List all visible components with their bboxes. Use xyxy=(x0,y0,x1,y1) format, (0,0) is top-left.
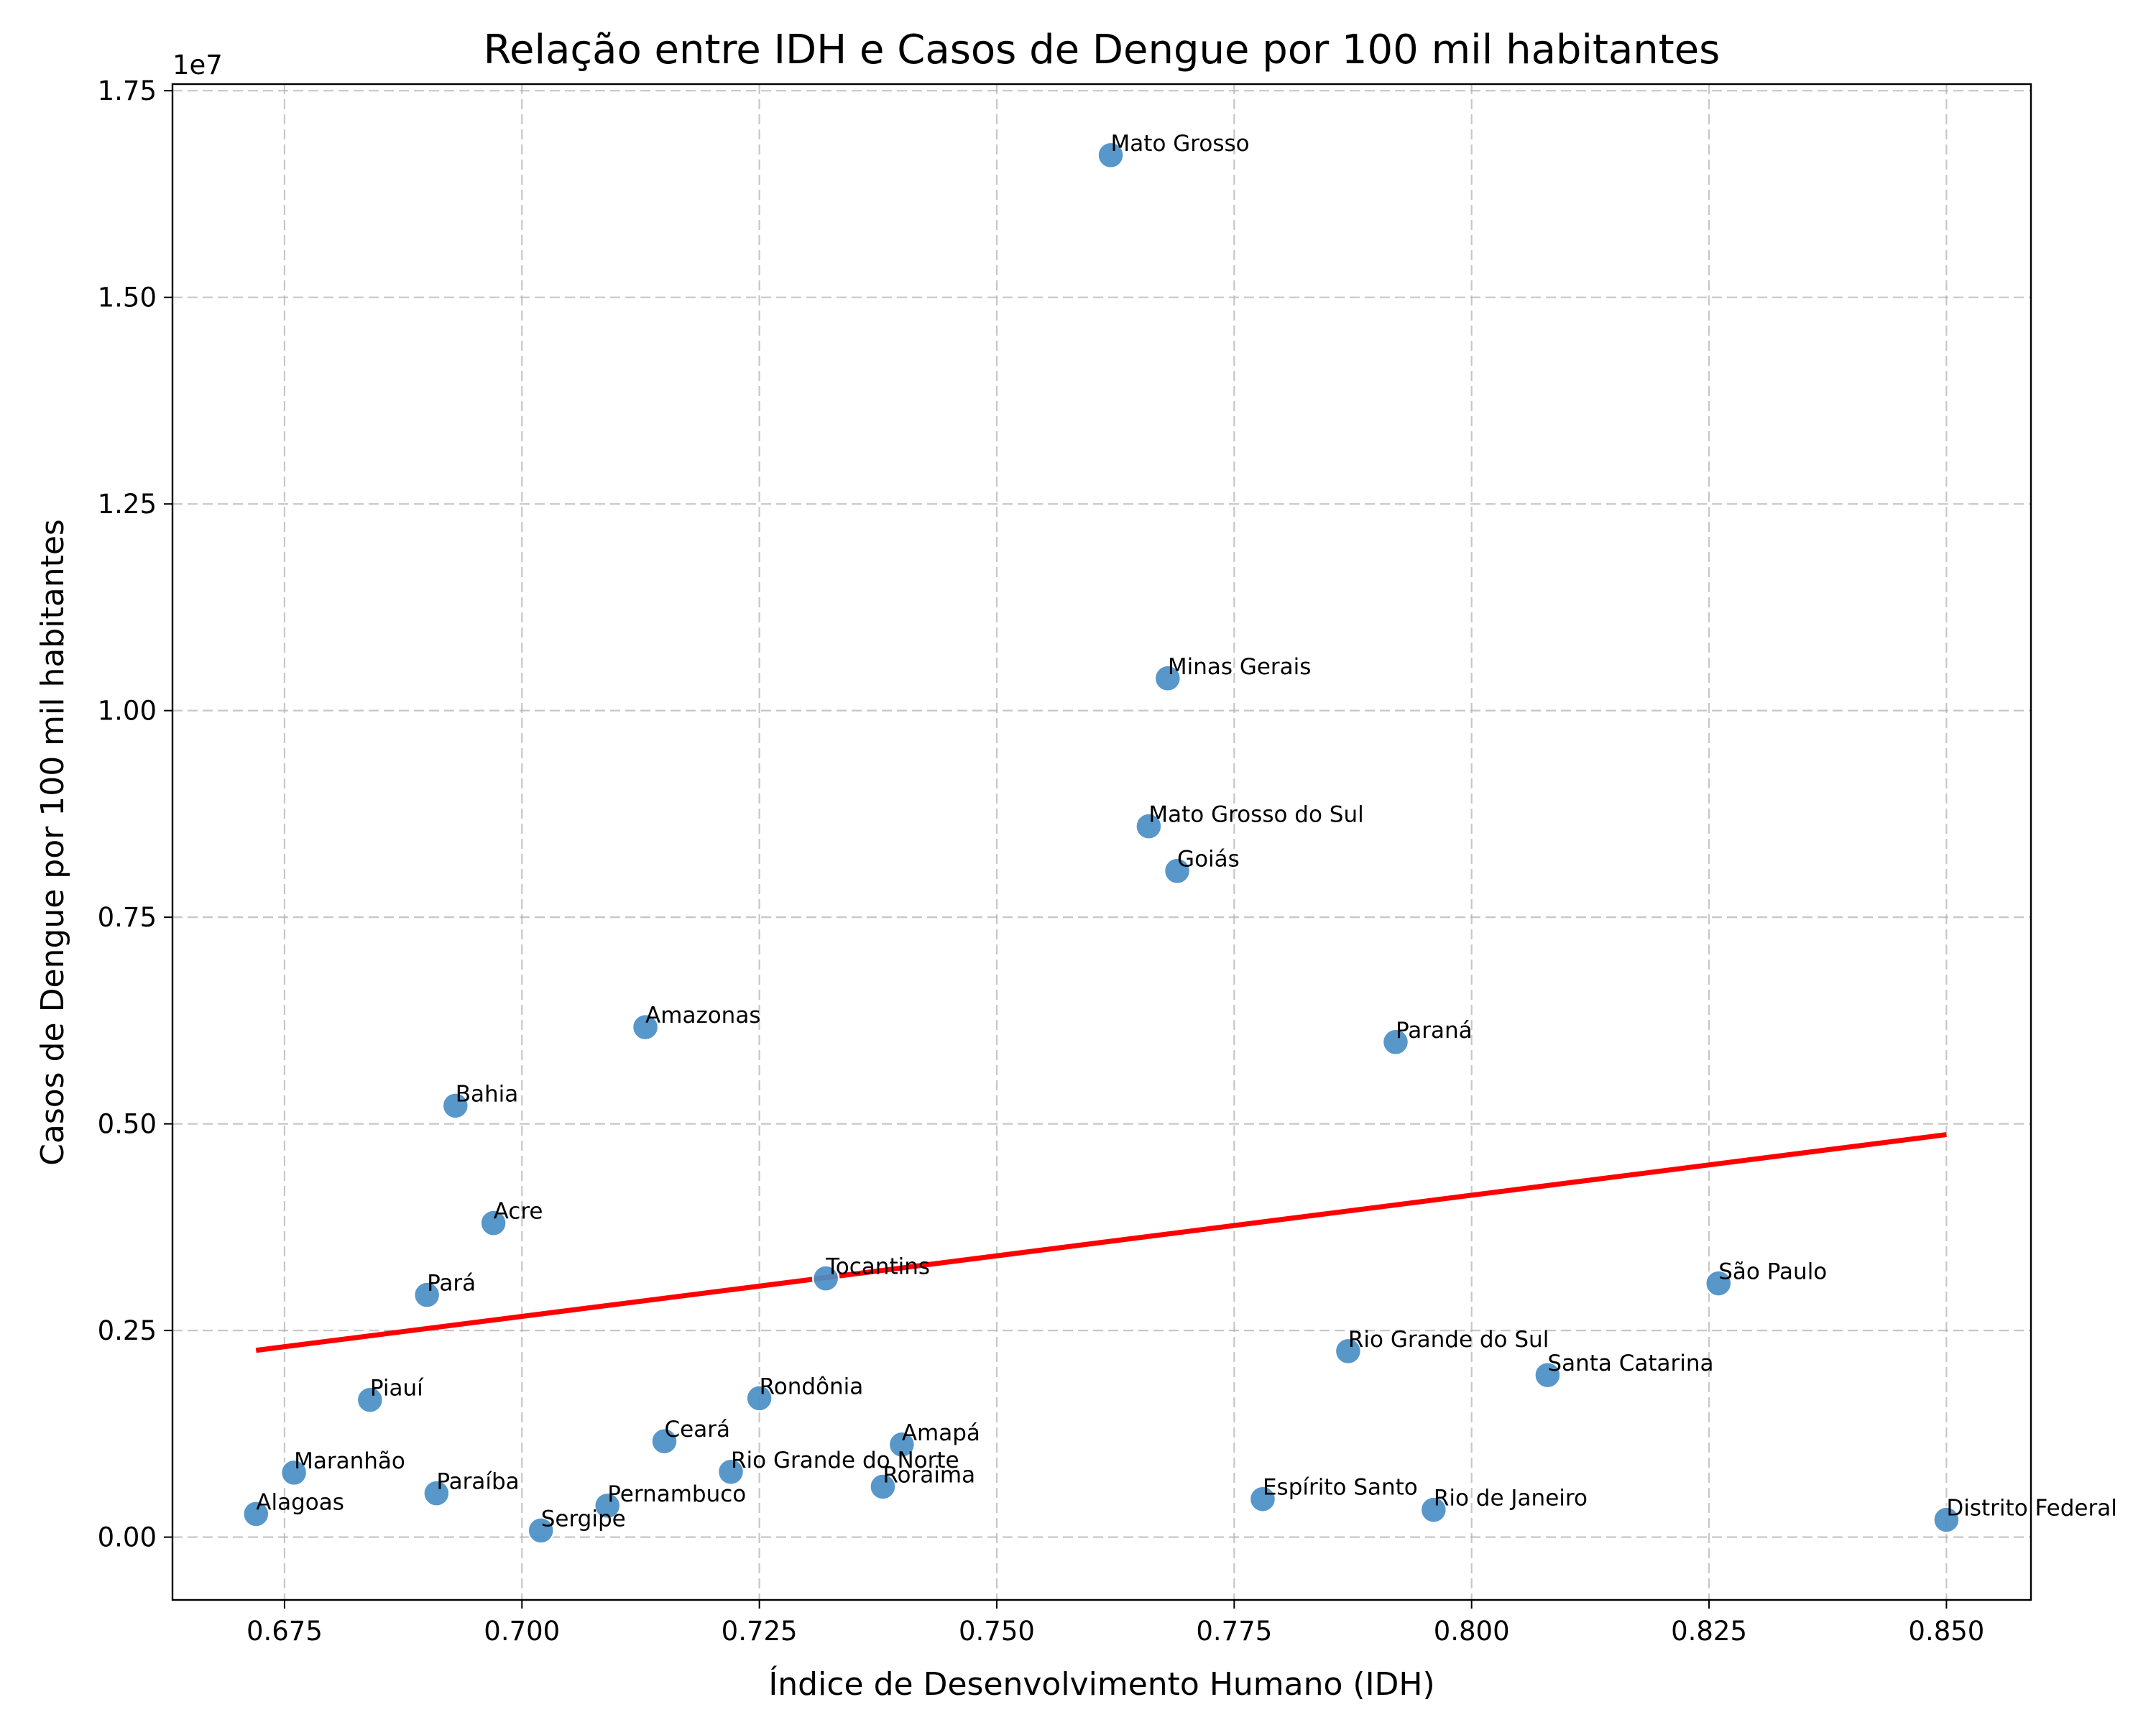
data-point-label: Acre xyxy=(494,1199,543,1225)
x-tick-label: 0.700 xyxy=(484,1616,560,1647)
data-point-label: Pernambuco xyxy=(607,1481,746,1507)
y-tick-label: 0.75 xyxy=(98,902,157,933)
x-tick-label: 0.775 xyxy=(1196,1616,1272,1647)
data-point-label: Minas Gerais xyxy=(1168,654,1312,680)
data-point xyxy=(413,1281,441,1309)
data-point-label: Goiás xyxy=(1177,847,1240,873)
x-tick-label: 0.825 xyxy=(1671,1616,1747,1647)
data-point-label: Piauí xyxy=(370,1376,424,1402)
y-axis-offset-label: 1e7 xyxy=(172,50,223,80)
data-point xyxy=(423,1479,451,1507)
grid xyxy=(172,84,2031,1600)
data-point xyxy=(745,1384,773,1412)
data-point xyxy=(1381,1028,1410,1057)
data-point xyxy=(1153,664,1182,693)
data-point xyxy=(1248,1485,1277,1513)
trend-line-group xyxy=(255,1132,1947,1353)
data-point xyxy=(869,1473,897,1501)
data-point-label: Alagoas xyxy=(256,1489,344,1515)
data-point-label: Amapá xyxy=(902,1420,980,1446)
data-point xyxy=(1534,1361,1562,1389)
data-point xyxy=(1163,857,1192,885)
data-point-label: Amazonas xyxy=(645,1003,760,1029)
data-point-label: Bahia xyxy=(456,1081,519,1107)
data-point-label: Rio Grande do Norte xyxy=(731,1448,959,1473)
data-point-label: Mato Grosso do Sul xyxy=(1148,802,1363,828)
data-point xyxy=(280,1458,308,1487)
y-tick-label: 0.25 xyxy=(98,1315,157,1346)
chart-title: Relação entre IDH e Casos de Dengue por … xyxy=(484,27,1720,73)
data-point xyxy=(527,1517,555,1545)
data-point-label: Paraná xyxy=(1396,1018,1473,1044)
plot-frame xyxy=(171,83,2032,1601)
axis-ticks: 0.675 0.700 0.725 0.750 0.775 0.800 0.825 0.850… xyxy=(98,75,1985,1647)
data-point xyxy=(441,1092,470,1120)
data-point-label: Mato Grosso xyxy=(1111,131,1250,157)
data-point xyxy=(593,1491,622,1520)
y-tick-label: 0.00 xyxy=(98,1522,157,1553)
data-point xyxy=(242,1500,270,1528)
x-tick-label: 0.725 xyxy=(722,1616,798,1647)
data-point-label: Rio Grande do Sul xyxy=(1348,1327,1549,1353)
y-tick-label: 1.00 xyxy=(98,696,157,727)
data-point-label: Roraima xyxy=(883,1462,975,1488)
point-labels: Alagoas Maranhão Piauí Pará Paraíba Bahia Acre… xyxy=(256,131,2117,1532)
y-axis-label: Casos de Dengue por 100 mil habitantes xyxy=(34,519,71,1166)
data-point-label: Espírito Santo xyxy=(1263,1475,1418,1501)
data-point xyxy=(479,1209,507,1237)
y-tick-label: 1.50 xyxy=(98,282,157,313)
data-point xyxy=(811,1264,840,1292)
data-point-label: Santa Catarina xyxy=(1547,1351,1713,1376)
data-point-label: Maranhão xyxy=(294,1448,405,1474)
y-tick-label: 1.25 xyxy=(98,489,157,520)
data-point xyxy=(631,1013,660,1041)
data-point-label: Paraíba xyxy=(436,1469,519,1495)
data-point xyxy=(1932,1506,1961,1534)
data-point xyxy=(888,1430,916,1459)
trend-line xyxy=(255,1132,1947,1353)
data-point xyxy=(1097,141,1125,170)
data-point xyxy=(1135,812,1163,840)
data-point-label: Rio de Janeiro xyxy=(1434,1486,1588,1512)
x-tick-label: 0.850 xyxy=(1908,1616,1984,1647)
x-axis-label: Índice de Desenvolvimento Humano (IDH) xyxy=(768,1665,1434,1703)
data-point xyxy=(717,1458,745,1486)
data-point xyxy=(650,1427,678,1455)
data-point-label: São Paulo xyxy=(1718,1259,1827,1285)
x-tick-label: 0.675 xyxy=(247,1616,323,1647)
data-point-label: Sergipe xyxy=(541,1506,626,1532)
data-point-label: Rondônia xyxy=(760,1374,864,1399)
y-tick-label: 0.50 xyxy=(98,1109,157,1140)
data-points xyxy=(242,141,1961,1545)
x-tick-label: 0.800 xyxy=(1434,1616,1510,1647)
data-point-label: Pará xyxy=(427,1271,476,1297)
data-point-label: Tocantins xyxy=(825,1254,930,1280)
data-point-label: Ceará xyxy=(664,1417,729,1443)
data-point xyxy=(1334,1337,1363,1366)
x-tick-label: 0.750 xyxy=(959,1616,1035,1647)
data-point xyxy=(356,1386,384,1414)
data-point xyxy=(1705,1269,1733,1297)
data-point xyxy=(1419,1496,1448,1524)
y-tick-label: 1.75 xyxy=(98,75,157,106)
